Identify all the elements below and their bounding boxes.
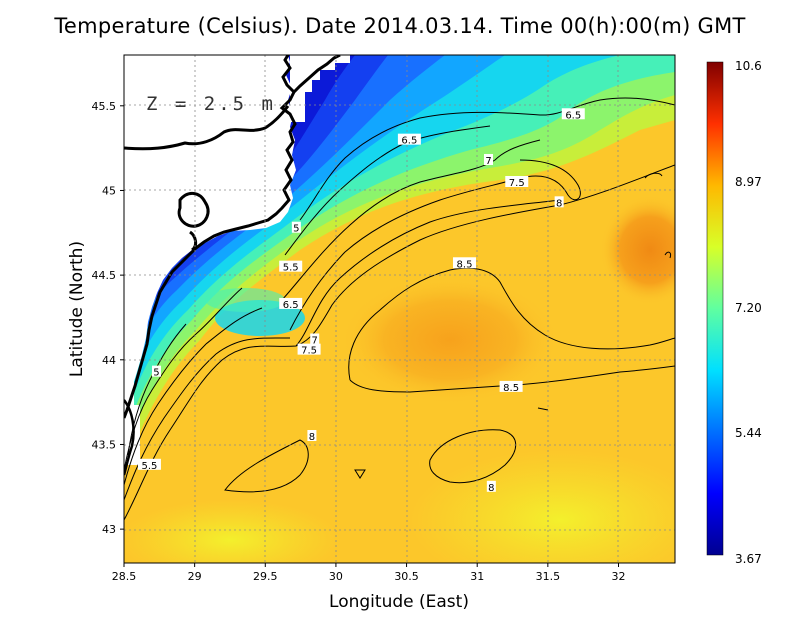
y-tick-label: 43.5 bbox=[92, 438, 117, 451]
contour-label-bg bbox=[452, 257, 476, 269]
colorbar-tick-label: 5.44 bbox=[735, 426, 762, 440]
contour-label-bg bbox=[486, 480, 496, 492]
x-axis-label: Longitude (East) bbox=[329, 592, 469, 612]
depth-annotation: Z = 2.5 m bbox=[146, 93, 276, 115]
x-tick-label: 31 bbox=[470, 570, 484, 583]
x-tick-label: 28.5 bbox=[112, 570, 137, 583]
contour-label-bg bbox=[554, 196, 564, 208]
x-tick-label: 30.5 bbox=[394, 570, 419, 583]
land-mask bbox=[124, 55, 296, 430]
contour-label: 7.5 bbox=[301, 346, 317, 357]
contour-label: 6.5 bbox=[565, 110, 581, 121]
contour-label: 5 bbox=[293, 224, 299, 235]
y-tick-label: 44.5 bbox=[92, 269, 117, 282]
colorbar-ticks: 10.6 8.97 7.20 5.44 3.67 bbox=[735, 59, 762, 566]
y-tick-label: 45 bbox=[102, 184, 116, 197]
contour-label-bg bbox=[397, 133, 421, 145]
y-tick-label: 44 bbox=[102, 354, 116, 367]
contour-label-bg bbox=[505, 176, 529, 187]
contour-label-bg bbox=[279, 260, 303, 272]
x-tick-label: 29.5 bbox=[253, 570, 278, 583]
colorbar bbox=[706, 61, 724, 556]
contour-label-bg bbox=[151, 365, 161, 377]
colorbar-tick-label: 7.20 bbox=[735, 301, 762, 315]
contour-label: 6.5 bbox=[401, 136, 417, 147]
coastline bbox=[124, 55, 341, 419]
x-axis-ticks: 28.5 29 29.5 30 30.5 31 31.5 32 bbox=[112, 563, 625, 583]
contour-label: 5.5 bbox=[141, 461, 157, 472]
contour-label: 5 bbox=[153, 368, 159, 379]
contour-label: 5.5 bbox=[283, 263, 299, 274]
contour-label: 7 bbox=[485, 156, 491, 167]
temperature-field bbox=[124, 55, 675, 563]
y-axis-label: Latitude (North) bbox=[67, 241, 87, 377]
contour-label-bg bbox=[499, 380, 523, 392]
y-axis-ticks: 43 43.5 44 44.5 45 45.5 bbox=[92, 100, 124, 536]
contour-label-bg bbox=[291, 221, 301, 233]
contour-label-bg bbox=[307, 430, 317, 441]
y-tick-label: 43 bbox=[102, 523, 116, 536]
y-tick-label: 45.5 bbox=[92, 100, 117, 113]
contour-label: 8.5 bbox=[503, 383, 519, 394]
colorbar-tick-label: 8.97 bbox=[735, 175, 762, 189]
contour-label: 7.5 bbox=[509, 178, 525, 189]
contour-label-bg bbox=[310, 333, 320, 345]
grid bbox=[124, 55, 675, 563]
colorbar-tick-label: 3.67 bbox=[735, 552, 762, 566]
x-tick-label: 32 bbox=[611, 570, 625, 583]
contour-label: 7 bbox=[312, 335, 318, 346]
x-tick-label: 30 bbox=[329, 570, 343, 583]
contour-label-bg bbox=[484, 153, 494, 165]
contour-label-bg bbox=[297, 343, 321, 355]
colorbar-tick-label: 10.6 bbox=[735, 59, 762, 73]
contour-label: 8 bbox=[556, 198, 562, 209]
x-tick-label: 29 bbox=[188, 570, 202, 583]
x-tick-label: 31.5 bbox=[536, 570, 561, 583]
contour-label: 8 bbox=[488, 483, 494, 494]
contour-label: 8 bbox=[309, 432, 315, 443]
contour-label-bg bbox=[279, 297, 303, 309]
plot-frame bbox=[123, 54, 676, 564]
contour-labels: 55.56.577.555.56.577.56.588.58.588 bbox=[137, 108, 585, 494]
contour-label-bg bbox=[137, 458, 161, 470]
chart-title: Temperature (Celsius). Date 2014.03.14. … bbox=[54, 14, 746, 38]
contour-label-bg bbox=[561, 108, 585, 120]
contour-label: 6.5 bbox=[283, 300, 299, 311]
contour-label: 8.5 bbox=[457, 259, 473, 270]
